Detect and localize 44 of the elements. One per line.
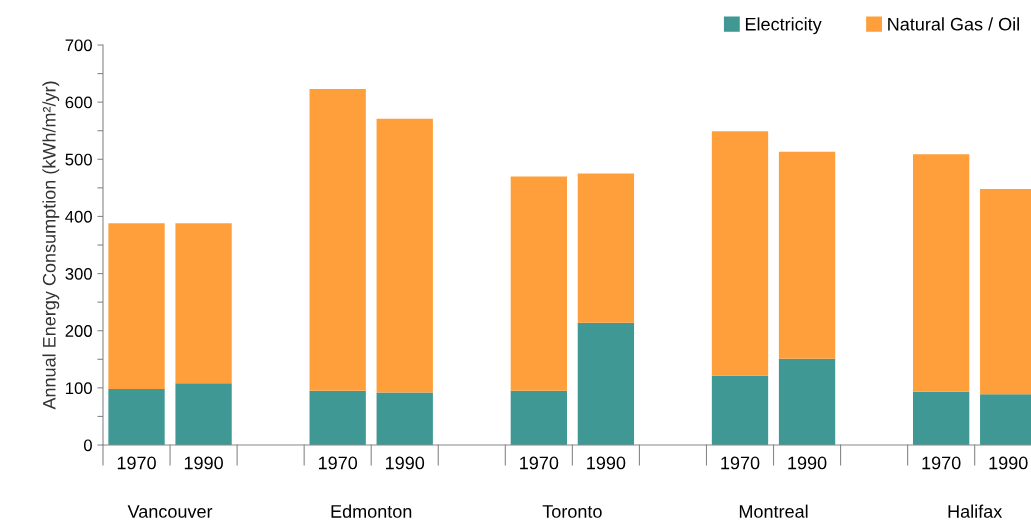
bar xyxy=(778,151,836,359)
legend-label: Natural Gas / Oil xyxy=(888,17,1019,31)
legend-label: Electricity xyxy=(745,17,822,35)
bar xyxy=(309,89,366,391)
bar xyxy=(309,390,366,445)
text: Toronto xyxy=(542,505,602,518)
bar xyxy=(376,118,433,393)
x-tick-label: 1990 xyxy=(788,456,827,470)
x-tick-label: 1990 xyxy=(587,456,626,470)
x-tick-label: 1970 xyxy=(721,456,760,470)
x-tick-label: 1970 xyxy=(922,456,961,470)
y-tick-label: 600 xyxy=(65,96,92,109)
bar xyxy=(711,131,769,376)
bar xyxy=(577,322,635,445)
bar xyxy=(175,383,232,445)
bar xyxy=(108,389,165,445)
y-tick-label: 100 xyxy=(66,382,92,395)
x-tick-label: 1990 xyxy=(184,456,223,470)
x-tick-label: 1990 xyxy=(989,456,1028,470)
bar xyxy=(510,390,567,445)
bar xyxy=(778,358,836,445)
bar xyxy=(510,176,567,391)
x-tick-label: 1970 xyxy=(117,456,156,470)
y-tick-label: 200 xyxy=(65,325,92,337)
text: Halifax xyxy=(948,504,1003,518)
y-tick-label: 0 xyxy=(83,439,92,452)
bar xyxy=(376,392,433,445)
text: Edmonton xyxy=(331,504,412,518)
x-tick-label: 1970 xyxy=(318,456,358,470)
bar xyxy=(912,391,970,445)
text: Vancouver xyxy=(127,505,213,518)
x-tick-label: 1990 xyxy=(386,456,425,470)
bar xyxy=(711,375,769,445)
x-tick-label: 1970 xyxy=(520,456,559,470)
bar xyxy=(912,154,970,392)
y-tick-label: 500 xyxy=(65,153,92,166)
bar xyxy=(175,223,232,384)
bar xyxy=(577,173,635,323)
text: Montreal xyxy=(739,504,808,518)
y-axis-title: Annual Energy Consumption (kWh/m²/yr) xyxy=(42,81,60,410)
bar xyxy=(108,223,165,389)
y-tick-label: 700 xyxy=(65,39,92,52)
y-tick-label: 400 xyxy=(65,210,92,223)
y-tick-label: 300 xyxy=(65,267,92,280)
